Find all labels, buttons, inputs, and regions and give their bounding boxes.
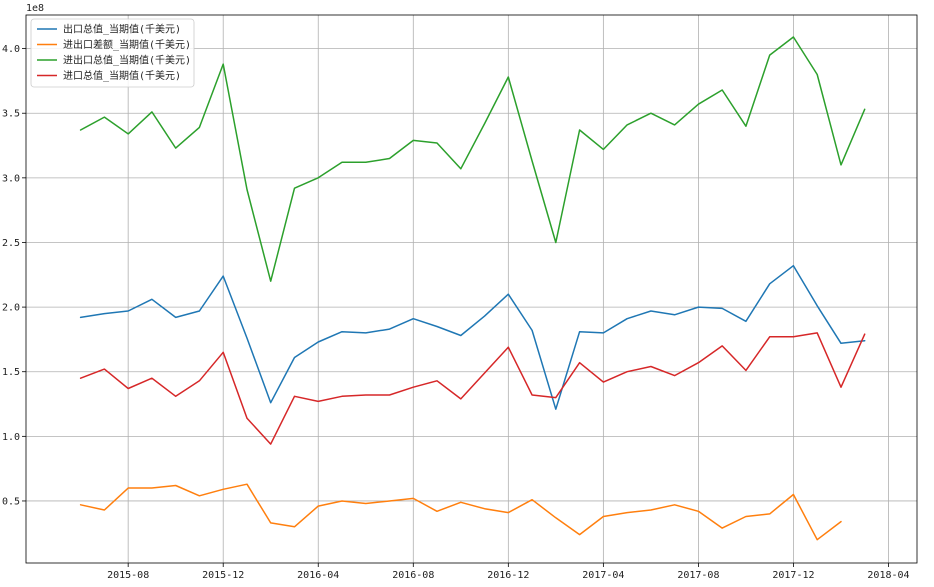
y-offset-text: 1e8 bbox=[26, 3, 44, 14]
tick-layer: 2015-08 2015-12 2016-04 2016-08 2016-12 2017-… bbox=[2, 44, 910, 581]
x-tick-label: 2015-12 bbox=[202, 570, 244, 581]
x-tick-label: 2017-04 bbox=[582, 570, 624, 581]
axes-frame bbox=[25, 14, 918, 564]
y-tick-label: 0.5 bbox=[2, 496, 20, 507]
series-line-2 bbox=[79, 483, 842, 541]
x-tick-label: 2017-12 bbox=[772, 570, 814, 581]
x-tick-label: 2015-08 bbox=[107, 570, 149, 581]
y-tick-label: 1.5 bbox=[2, 367, 20, 378]
series-line-4 bbox=[79, 332, 866, 445]
y-tick-label: 3.0 bbox=[2, 173, 20, 184]
x-tick-label: 2017-08 bbox=[677, 570, 719, 581]
y-tick-label: 4.0 bbox=[2, 44, 20, 55]
x-tick-label: 2016-04 bbox=[297, 570, 339, 581]
grid-layer bbox=[26, 15, 917, 563]
y-tick-label: 2.5 bbox=[2, 238, 20, 249]
legend-box bbox=[30, 18, 195, 88]
legend: 出口总值_当期值(千美元) 进出口差额_当期值(千美元) 进出口总值_当期值(千美元… bbox=[30, 18, 195, 88]
legend-label: 进出口总值_当期值(千美元) bbox=[63, 54, 191, 67]
x-tick-label: 2016-12 bbox=[487, 570, 529, 581]
series-line-3 bbox=[79, 36, 866, 282]
x-tick-label: 2018-04 bbox=[867, 570, 909, 581]
legend-label: 出口总值_当期值(千美元) bbox=[63, 23, 181, 36]
series-layer bbox=[79, 36, 866, 541]
y-tick-label: 3.5 bbox=[2, 109, 20, 120]
x-tick-label: 2016-08 bbox=[392, 570, 434, 581]
legend-label: 进出口差额_当期值(千美元) bbox=[63, 38, 191, 51]
y-tick-label: 2.0 bbox=[2, 303, 20, 314]
legend-label: 进口总值_当期值(千美元) bbox=[63, 69, 181, 82]
y-tick-label: 1.0 bbox=[2, 432, 20, 443]
series-line-1 bbox=[79, 264, 866, 410]
